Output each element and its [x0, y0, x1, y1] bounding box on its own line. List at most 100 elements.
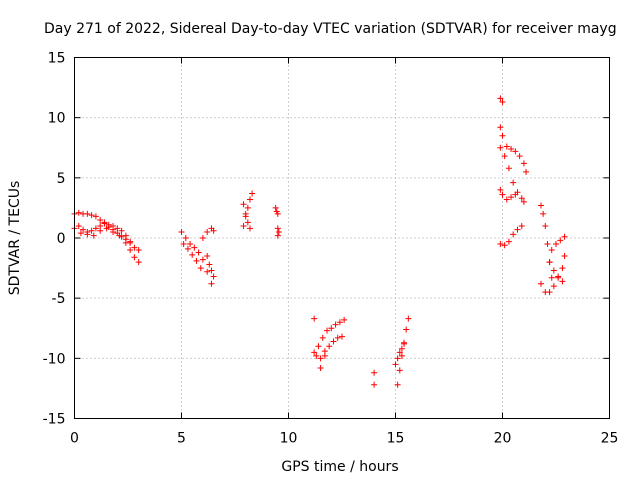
x-tick-label: 20 [494, 431, 512, 447]
y-tick-label: -15 [43, 412, 66, 428]
data-point [371, 381, 378, 388]
data-point [553, 241, 559, 248]
data-point [542, 222, 549, 229]
data-point [92, 213, 99, 220]
data-point [84, 231, 91, 238]
data-point [311, 349, 318, 356]
x-tick-label: 10 [280, 431, 298, 447]
data-point [334, 334, 341, 341]
series-Q [392, 340, 408, 368]
data-point [97, 216, 104, 223]
data-point [88, 212, 95, 219]
data-point [90, 232, 97, 239]
y-tick-label: -5 [52, 291, 66, 307]
data-point [339, 333, 345, 340]
data-point [135, 247, 142, 254]
data-point [210, 273, 217, 280]
data-points [71, 95, 568, 388]
x-axis-label: GPS time / hours [281, 459, 398, 475]
y-tick-label: 10 [48, 111, 66, 127]
data-point [510, 231, 517, 238]
data-point [242, 210, 249, 217]
data-point [195, 249, 202, 256]
data-point [189, 251, 196, 258]
data-point [523, 168, 530, 175]
data-point [505, 238, 512, 245]
data-point [208, 280, 215, 287]
series-J [272, 204, 282, 239]
data-point [135, 259, 142, 266]
series-R [497, 95, 506, 106]
series-V [497, 222, 525, 249]
data-point [392, 361, 399, 368]
data-point [371, 369, 378, 376]
data-point [204, 228, 211, 235]
data-point [193, 257, 200, 264]
data-point [550, 267, 557, 274]
data-point [208, 267, 215, 274]
data-point [544, 241, 551, 248]
data-point [244, 204, 251, 211]
data-point [341, 316, 348, 323]
data-point [317, 355, 324, 362]
data-point [178, 228, 185, 235]
data-point [118, 227, 125, 234]
series-S [497, 124, 530, 175]
series-G [204, 253, 217, 280]
data-point [548, 247, 555, 254]
data-point [272, 204, 279, 211]
series-Z [546, 259, 566, 285]
data-point [518, 195, 525, 202]
data-point [92, 225, 99, 232]
data-point [403, 326, 410, 333]
data-point [330, 338, 337, 345]
y-tick-label: -10 [43, 351, 66, 367]
data-point [497, 241, 504, 248]
data-point [548, 274, 555, 281]
y-tick-label: 15 [48, 51, 66, 67]
data-point [510, 179, 517, 186]
data-point [122, 236, 129, 243]
data-point [514, 226, 521, 233]
data-point [311, 315, 318, 322]
data-point [313, 352, 320, 359]
data-point [246, 225, 253, 232]
data-point [501, 242, 508, 249]
data-point [520, 198, 527, 205]
x-tick-label: 15 [387, 431, 405, 447]
data-point [538, 202, 545, 209]
series-L [311, 316, 348, 356]
data-point [127, 247, 134, 254]
data-point [336, 319, 343, 326]
data-point [546, 259, 553, 266]
data-point [394, 381, 401, 388]
data-point [512, 148, 519, 155]
series-I [240, 201, 253, 232]
data-point [396, 349, 403, 356]
series-M [317, 333, 345, 371]
data-point [84, 210, 91, 217]
plot-frame [74, 57, 610, 419]
data-point [319, 334, 326, 341]
data-point [398, 345, 405, 352]
data-point [210, 227, 217, 234]
data-point [508, 145, 515, 152]
data-point [131, 254, 138, 261]
data-point [199, 256, 206, 263]
y-axis-label: SDTVAR / TECUs [7, 181, 23, 296]
data-point [274, 210, 281, 217]
data-point [97, 227, 104, 234]
data-point [499, 132, 506, 139]
data-point [101, 220, 108, 227]
x-tick-label: 5 [177, 431, 186, 447]
data-point [206, 261, 213, 268]
series-U [497, 186, 519, 203]
data-point [497, 95, 504, 102]
data-point [187, 241, 194, 248]
data-point [240, 201, 247, 208]
data-point [244, 219, 251, 226]
data-point [75, 209, 82, 216]
data-point [182, 235, 189, 241]
